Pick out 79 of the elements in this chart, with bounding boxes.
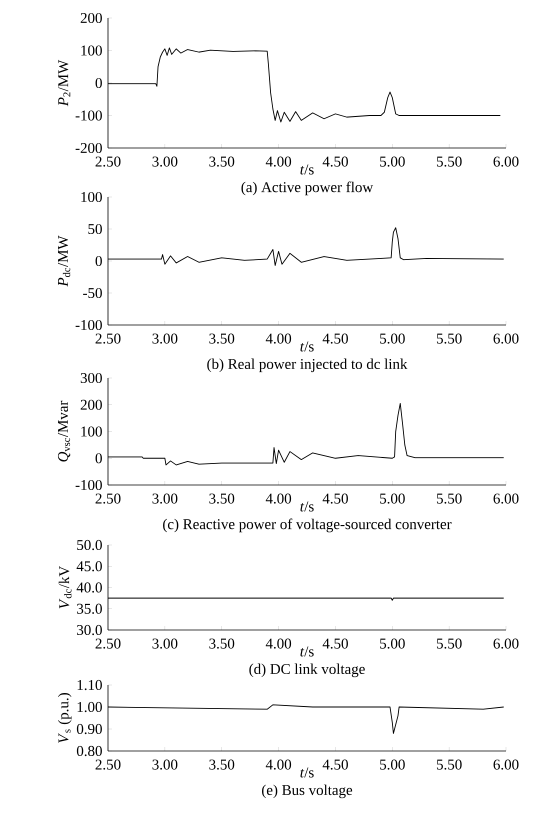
y-axis-title: P$_{2}$/MW bbox=[58, 60, 70, 106]
x-tick-label: 5.00 bbox=[380, 156, 405, 167]
x-tick-label: 3.50 bbox=[209, 638, 234, 649]
y-tick-label: -50 bbox=[83, 288, 102, 298]
y-axis-title: P$_{dc}$/MW bbox=[58, 236, 70, 287]
y-tick-label: 100 bbox=[81, 426, 102, 437]
x-tick-label: 4.50 bbox=[322, 494, 348, 504]
x-tick-label: 4.50 bbox=[322, 638, 348, 649]
x-tick-label: 3.00 bbox=[152, 334, 178, 344]
y-tick-label: 200 bbox=[80, 12, 102, 24]
y-tick-label: -100 bbox=[76, 320, 102, 330]
y-axis-title: V$_{dc}$/kV bbox=[58, 566, 72, 608]
y-tick-label: 200 bbox=[80, 400, 102, 410]
y-tick-label: 0 bbox=[96, 256, 102, 266]
y-axis-title: V$_{s}$ (p.u.) bbox=[58, 693, 72, 743]
x-tick-label: 4.00 bbox=[266, 156, 292, 167]
x-tick-label: 5.50 bbox=[436, 334, 462, 344]
x-tick-label: 3.50 bbox=[209, 156, 234, 167]
x-tick-label: 5.00 bbox=[380, 638, 405, 649]
x-tick-label: 4.00 bbox=[266, 494, 292, 504]
x-tick-label: 6.00 bbox=[494, 760, 519, 770]
x-tick-label: 6.00 bbox=[494, 494, 519, 504]
y-tick-label: 35.0 bbox=[77, 604, 102, 614]
x-tick-label: 5.50 bbox=[436, 638, 462, 649]
x-tick-label: 3.00 bbox=[152, 156, 178, 167]
x-tick-label: 2.50 bbox=[96, 334, 121, 344]
x-tick-label: 3.50 bbox=[209, 494, 234, 504]
y-tick-label: -100 bbox=[76, 480, 102, 490]
y-tick-label: 45.0 bbox=[76, 561, 102, 572]
y-tick-label: 0.90 bbox=[76, 724, 102, 734]
x-tick-label: 4.00 bbox=[266, 334, 292, 344]
x-tick-label: 6.00 bbox=[494, 334, 519, 344]
x-tick-label: 6.00 bbox=[494, 156, 519, 167]
x-tick-label: 3.50 bbox=[209, 760, 234, 770]
text: (e) Bus voltage bbox=[262, 784, 352, 798]
x-tick-label: 5.50 bbox=[436, 156, 462, 167]
x-tick-label: 4.50 bbox=[322, 156, 348, 167]
y-tick-label: 100 bbox=[81, 192, 102, 202]
y-tick-label: 0.80 bbox=[76, 746, 102, 756]
text: (d) DC link voltage bbox=[249, 664, 365, 678]
x-axis-title: t/s bbox=[300, 502, 314, 512]
x-tick-label: 4.50 bbox=[322, 334, 348, 344]
y-tick-label: 300 bbox=[80, 372, 102, 384]
x-axis-title: t/s bbox=[300, 646, 314, 657]
y-tick-label: 40.0 bbox=[76, 582, 102, 593]
x-tick-label: 5.50 bbox=[436, 494, 462, 504]
y-tick-label: -200 bbox=[76, 142, 102, 154]
y-tick-label: 100 bbox=[81, 45, 102, 56]
text: (a) Active power flow bbox=[241, 182, 374, 196]
x-tick-label: 4.00 bbox=[266, 760, 292, 770]
x-tick-label: 2.50 bbox=[96, 638, 121, 649]
x-tick-label: 5.50 bbox=[436, 760, 462, 770]
y-tick-label: 1.10 bbox=[78, 680, 102, 690]
x-tick-label: 4.00 bbox=[266, 638, 292, 649]
y-tick-label: 50.0 bbox=[77, 540, 102, 550]
y-tick-label: 0 bbox=[96, 78, 102, 88]
x-tick-label: 3.00 bbox=[152, 760, 178, 770]
x-tick-label: 5.00 bbox=[380, 494, 405, 504]
x-tick-label: 5.00 bbox=[380, 334, 405, 344]
y-tick-label: 1.00 bbox=[78, 702, 102, 712]
y-tick-label: 50 bbox=[88, 224, 102, 234]
x-tick-label: 3.50 bbox=[209, 334, 234, 344]
y-tick-label: 30.0 bbox=[77, 624, 102, 636]
x-axis-title: t/s bbox=[300, 342, 314, 352]
y-tick-label: -100 bbox=[76, 110, 102, 121]
x-tick-label: 2.50 bbox=[96, 760, 121, 770]
text: (c) Reactive power of voltage-sourced converter bbox=[163, 518, 452, 532]
x-tick-label: 6.00 bbox=[494, 638, 519, 649]
y-axis-title: Q$_{vsc}$/Mvar bbox=[58, 400, 70, 462]
x-tick-label: 3.00 bbox=[152, 494, 178, 504]
text: (b) Real power injected to dc link bbox=[207, 358, 408, 372]
x-tick-label: 3.00 bbox=[152, 638, 178, 649]
x-tick-label: 2.50 bbox=[96, 494, 121, 504]
x-tick-label: 2.50 bbox=[96, 156, 121, 167]
x-tick-label: 5.00 bbox=[380, 760, 405, 770]
x-tick-label: 4.50 bbox=[322, 760, 348, 770]
x-axis-title: t/s bbox=[300, 768, 314, 778]
y-tick-label: 0 bbox=[96, 453, 102, 464]
x-axis-title: t/s bbox=[300, 164, 314, 175]
